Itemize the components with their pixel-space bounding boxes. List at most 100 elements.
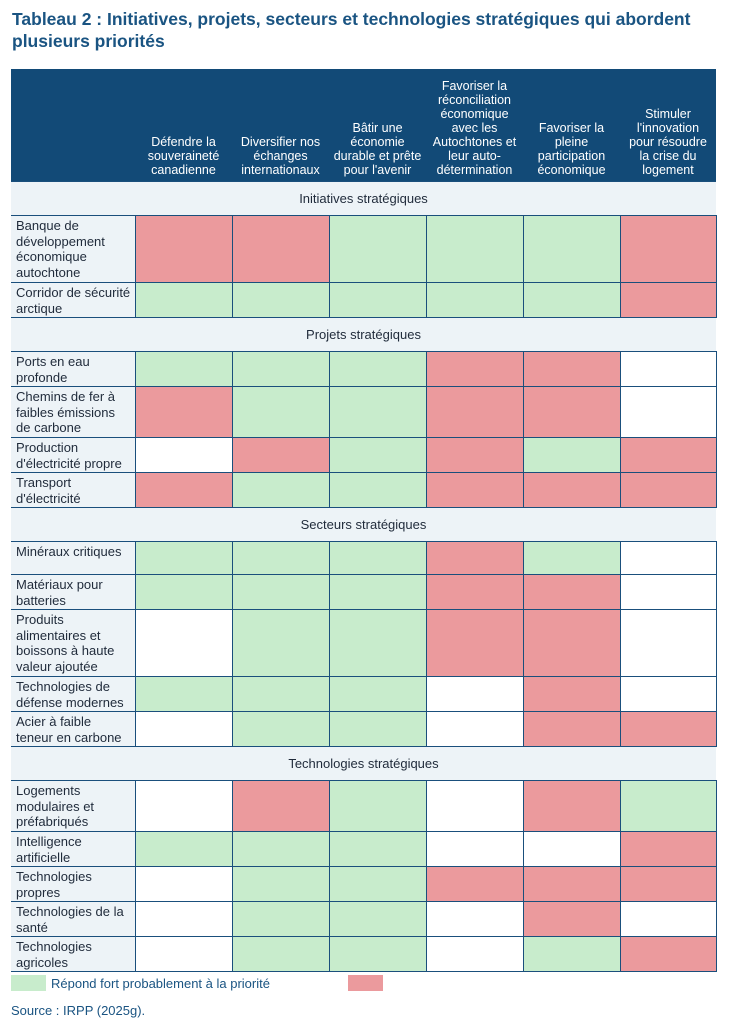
priority-cell-green — [231, 936, 330, 972]
priority-cell-red — [425, 386, 524, 438]
row-label: Produits alimentaires et boissons à haut… — [11, 609, 135, 677]
row-label: Technologies propres — [11, 866, 135, 902]
priority-cell-green — [231, 676, 330, 712]
priority-cell-green — [231, 282, 330, 318]
priority-cell-red — [619, 936, 717, 972]
priority-cell-green — [328, 609, 427, 677]
column-header: Stimuler l'innovation pour résoudre la c… — [620, 69, 716, 182]
priority-cell-green — [231, 901, 330, 937]
priority-cell-green — [134, 541, 233, 575]
priority-cell-red — [425, 351, 524, 387]
priority-cell-green — [231, 711, 330, 747]
legend-red-swatch — [348, 975, 383, 991]
table-row: Technologies agricoles — [11, 936, 717, 972]
column-header: Favoriser la pleine participation économ… — [523, 69, 620, 182]
priority-cell-red — [134, 472, 233, 508]
table-title: Tableau 2 : Initiatives, projets, secteu… — [12, 9, 691, 51]
legend-green-swatch — [11, 975, 46, 991]
priority-cell-red — [231, 215, 330, 283]
priority-cell-white — [425, 711, 524, 747]
priority-cell-red — [522, 780, 621, 832]
priority-cell-white — [619, 609, 717, 677]
row-label: Production d'électricité propre — [11, 437, 135, 473]
section-header-row: Projets stratégiques — [11, 317, 716, 352]
priority-cell-white — [425, 676, 524, 712]
priority-cell-red — [619, 831, 717, 867]
priority-cell-red — [619, 711, 717, 747]
priority-cell-red — [231, 780, 330, 832]
priority-cell-red — [522, 386, 621, 438]
table-row: Acier à faible teneur en carbone — [11, 711, 717, 747]
priority-cell-red — [425, 472, 524, 508]
priority-cell-white — [134, 609, 233, 677]
source-note: Source : IRPP (2025g). — [11, 1003, 146, 1018]
priority-cell-green — [619, 780, 717, 832]
priority-cell-green — [328, 936, 427, 972]
column-header: Défendre la souveraineté canadienne — [135, 69, 232, 182]
priority-cell-green — [328, 541, 427, 575]
priority-cell-red — [134, 215, 233, 283]
row-label: Intelligence artificielle — [11, 831, 135, 867]
priority-cell-white — [134, 437, 233, 473]
priority-cell-red — [619, 437, 717, 473]
priority-cell-red — [619, 282, 717, 318]
priority-cell-red — [619, 215, 717, 283]
table-row: Banque de développement économique autoc… — [11, 215, 717, 283]
row-label: Chemins de fer à faibles émissions de ca… — [11, 386, 135, 438]
priority-cell-green — [231, 541, 330, 575]
priority-cell-red — [425, 574, 524, 610]
priority-cell-green — [328, 351, 427, 387]
priority-cell-green — [231, 866, 330, 902]
column-header: Favoriser la réconciliation économique a… — [426, 69, 523, 182]
priority-cell-white — [134, 901, 233, 937]
row-label: Technologies de la santé — [11, 901, 135, 937]
table-row: Minéraux critiques — [11, 541, 717, 575]
priority-cell-green — [425, 282, 524, 318]
priority-cell-green — [328, 711, 427, 747]
priority-cell-green — [231, 609, 330, 677]
priority-cell-white — [619, 901, 717, 937]
row-label: Matériaux pour batteries — [11, 574, 135, 610]
table-row: Ports en eau profonde — [11, 351, 717, 387]
priority-cell-white — [619, 386, 717, 438]
row-label: Logements modulaires et préfabriqués — [11, 780, 135, 832]
priority-cell-green — [328, 437, 427, 473]
priority-cell-green — [328, 901, 427, 937]
priority-cell-red — [522, 866, 621, 902]
table-row: Matériaux pour batteries — [11, 574, 717, 610]
priority-cell-green — [328, 676, 427, 712]
priority-cell-green — [231, 351, 330, 387]
priority-cell-green — [328, 282, 427, 318]
row-label: Banque de développement économique autoc… — [11, 215, 135, 283]
row-label: Transport d'électricité — [11, 472, 135, 508]
priority-cell-green — [522, 541, 621, 575]
priority-cell-red — [522, 711, 621, 747]
priority-cell-green — [328, 780, 427, 832]
priority-cell-red — [134, 386, 233, 438]
priority-cell-red — [231, 437, 330, 473]
row-label: Ports en eau profonde — [11, 351, 135, 387]
section-header-row: Initiatives stratégiques — [11, 181, 716, 216]
column-header: Diversifier nos échanges internationaux — [232, 69, 329, 182]
priority-cell-red — [425, 541, 524, 575]
priority-cell-green — [522, 437, 621, 473]
priority-cell-white — [134, 936, 233, 972]
priority-cell-white — [425, 780, 524, 832]
priority-cell-red — [425, 866, 524, 902]
priority-cell-green — [328, 831, 427, 867]
table-row: Chemins de fer à faibles émissions de ca… — [11, 386, 717, 438]
priority-cell-red — [425, 609, 524, 677]
section-header-row: Technologies stratégiques — [11, 746, 716, 781]
section-title: Initiatives stratégiques — [11, 181, 716, 216]
priority-cell-red — [522, 901, 621, 937]
legend-green-label: Répond fort probablement à la priorité — [51, 976, 270, 991]
priorities-table: Défendre la souveraineté canadienne Dive… — [11, 69, 717, 972]
priority-cell-green — [134, 351, 233, 387]
priority-cell-green — [522, 936, 621, 972]
priority-cell-white — [522, 831, 621, 867]
priority-cell-green — [425, 215, 524, 283]
priority-cell-red — [522, 351, 621, 387]
priority-cell-red — [522, 574, 621, 610]
priority-cell-green — [328, 866, 427, 902]
table-row: Intelligence artificielle — [11, 831, 717, 867]
